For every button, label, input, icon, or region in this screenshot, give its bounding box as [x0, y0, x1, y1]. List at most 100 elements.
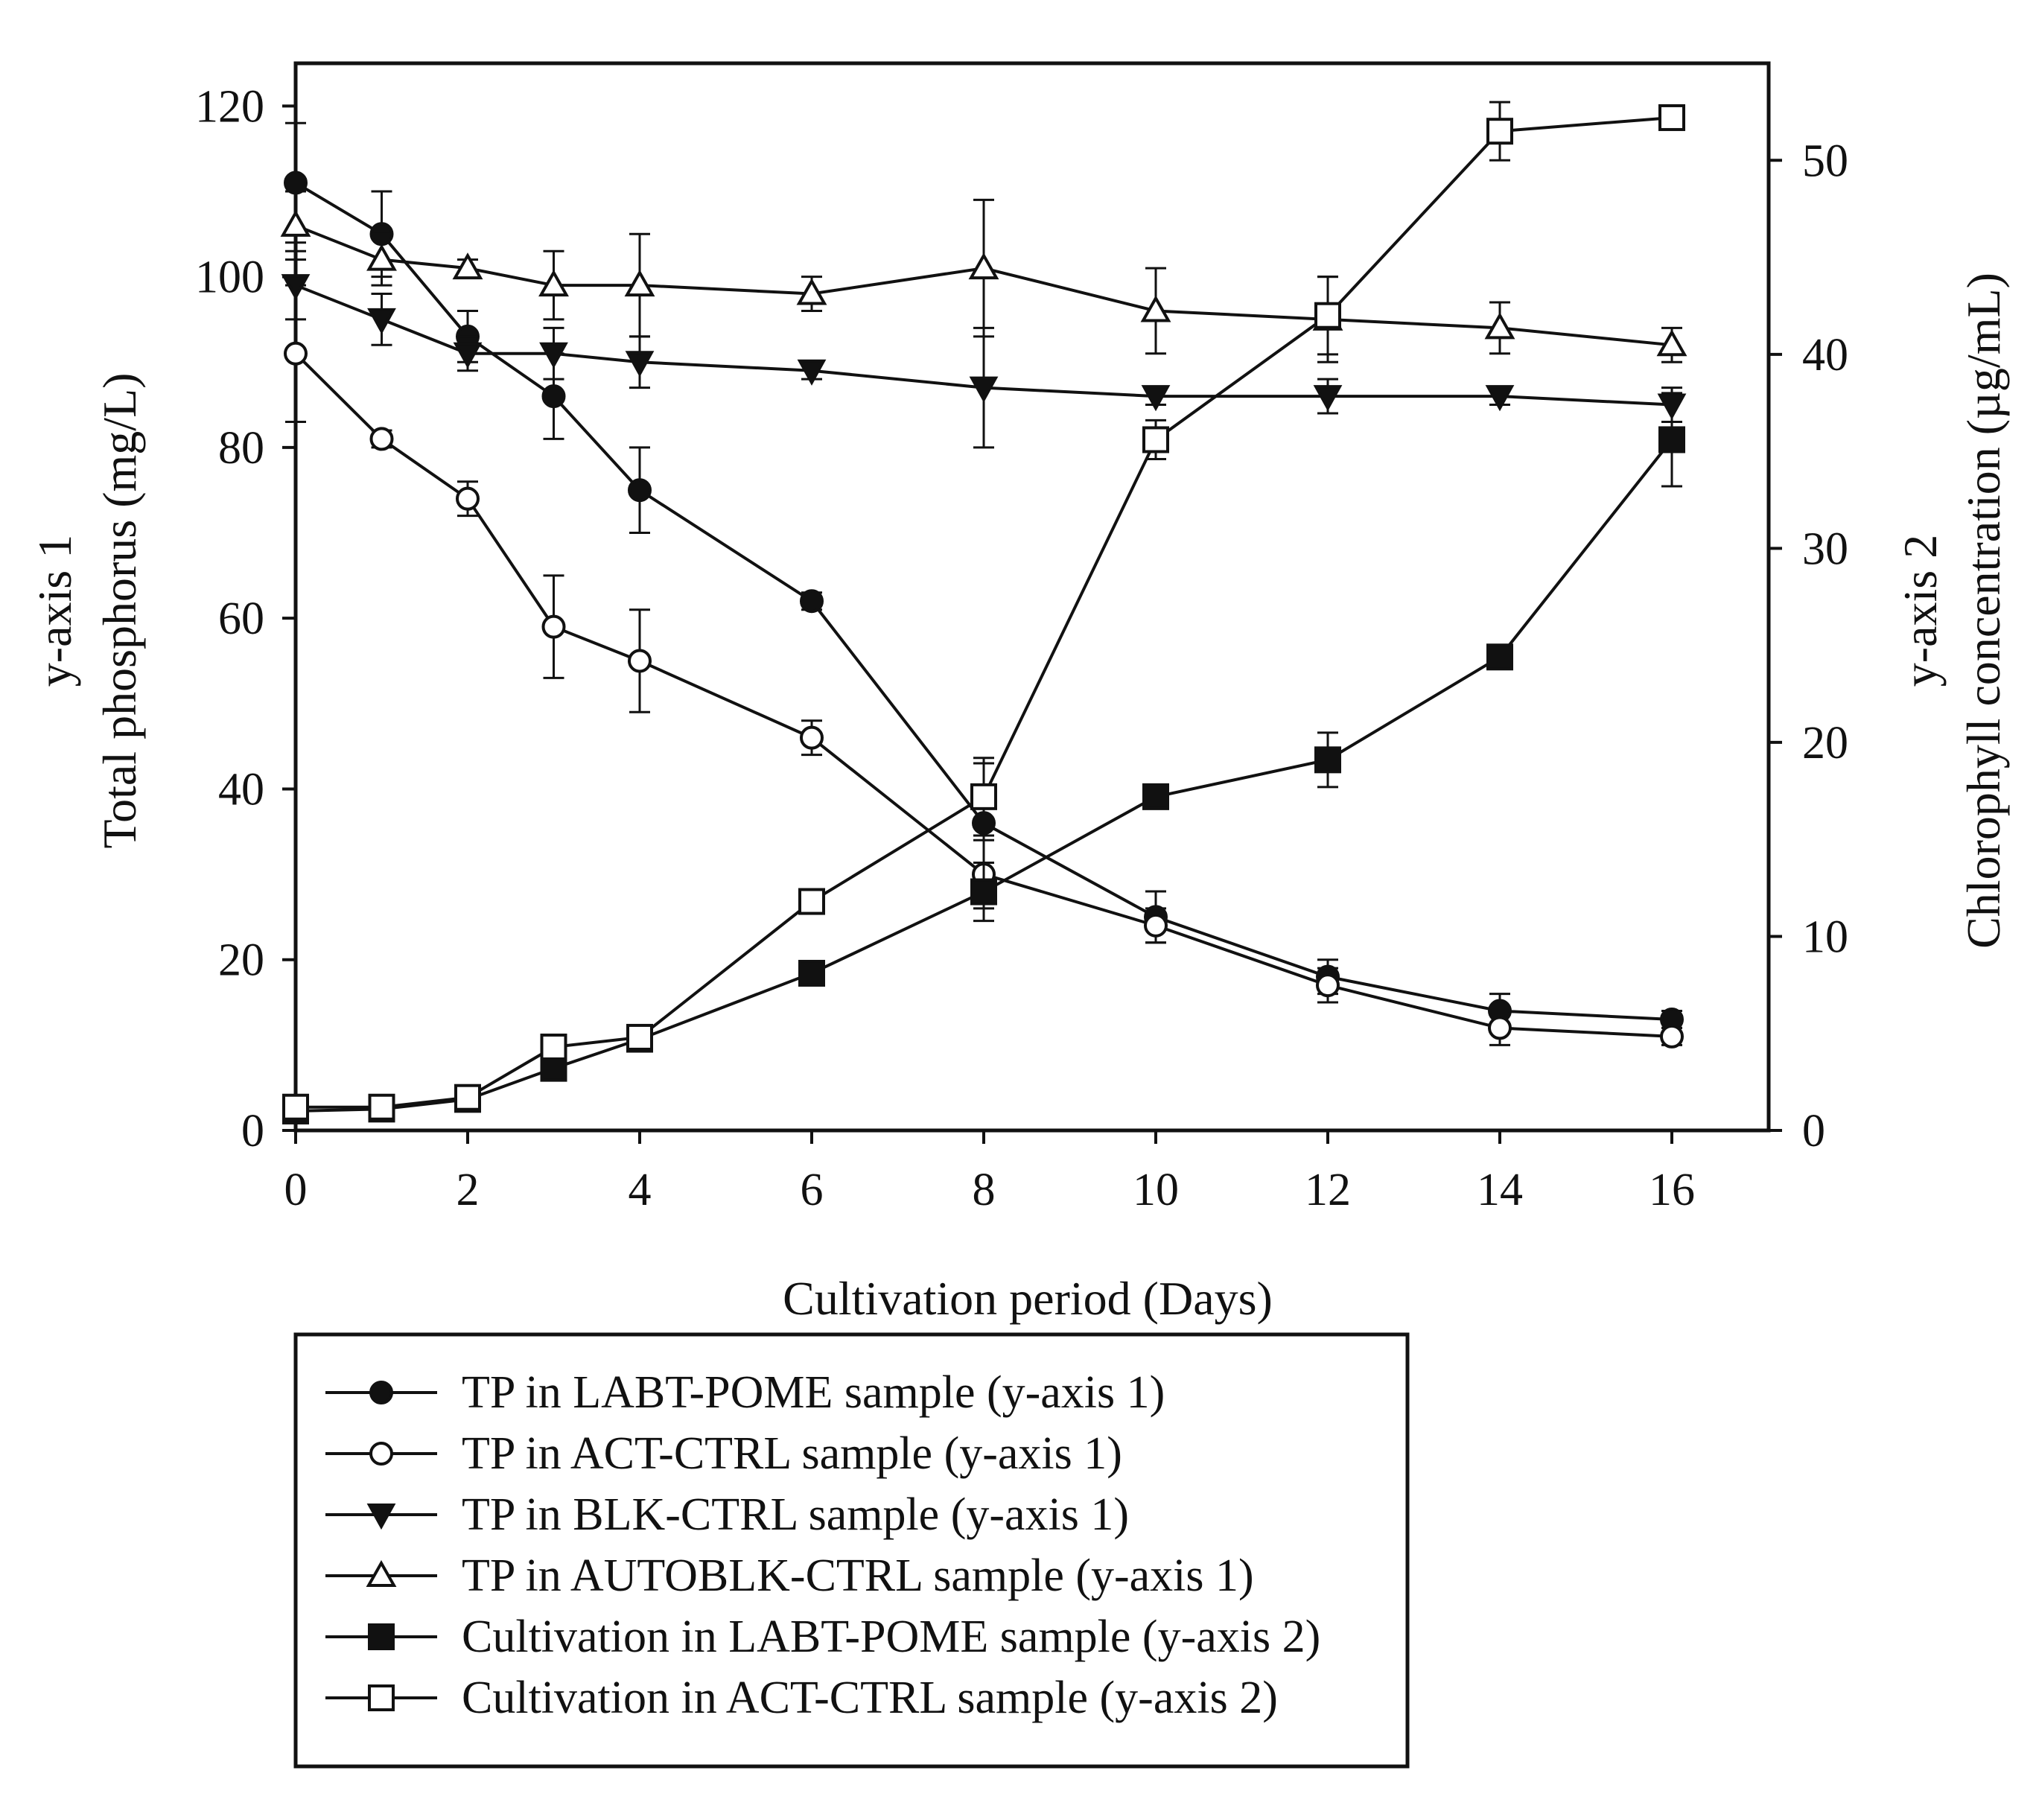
- data-point: [539, 342, 568, 369]
- data-point: [369, 1442, 393, 1466]
- data-point: [1656, 329, 1687, 357]
- data-point: [284, 171, 308, 195]
- y1-tick-label: 60: [218, 594, 264, 644]
- legend-label: TP in ACT-CTRL sample (y-axis 1): [462, 1428, 1122, 1479]
- data-point: [454, 1084, 481, 1111]
- series-3: [280, 190, 1687, 363]
- data-point: [368, 1093, 395, 1121]
- legend-label: TP in LABT-POME sample (y-axis 1): [462, 1367, 1165, 1418]
- legend-label: Cultivation in LABT-POME sample (y-axis …: [462, 1611, 1320, 1662]
- data-point: [1314, 746, 1341, 774]
- data-point: [968, 252, 999, 280]
- data-point: [1484, 312, 1515, 340]
- legend-item: TP in LABT-POME sample (y-axis 1): [325, 1367, 1165, 1418]
- data-point: [970, 878, 997, 906]
- data-point: [800, 589, 824, 614]
- y2-tick-label: 0: [1802, 1106, 1825, 1156]
- y2-tick-label: 40: [1802, 330, 1848, 381]
- y2-tick-label: 50: [1802, 136, 1848, 186]
- data-point: [453, 342, 483, 369]
- legend-label: TP in BLK-CTRL sample (y-axis 1): [462, 1489, 1129, 1540]
- data-point: [368, 1684, 395, 1711]
- data-point: [368, 1623, 395, 1650]
- y2-axis-title-line1: y-axis 2: [1894, 535, 1947, 687]
- legend-label: TP in AUTOBLK-CTRL sample (y-axis 1): [462, 1550, 1254, 1601]
- data-point: [1486, 118, 1513, 145]
- x-tick-label: 0: [284, 1165, 308, 1215]
- legend-marker: [369, 1381, 393, 1404]
- legend-label: Cultivation in ACT-CTRL sample (y-axis 2…: [462, 1673, 1278, 1723]
- data-point: [1140, 295, 1171, 322]
- legend-item: TP in AUTOBLK-CTRL sample (y-axis 1): [325, 1550, 1254, 1601]
- y1-tick-label: 0: [241, 1106, 264, 1156]
- y1-axis-title-line1: y-axis 1: [28, 535, 81, 687]
- legend-marker: [366, 1559, 397, 1587]
- legend-marker: [368, 1684, 395, 1711]
- data-point: [1488, 1016, 1512, 1040]
- legend-item: TP in BLK-CTRL sample (y-axis 1): [325, 1489, 1129, 1540]
- data-point: [626, 1023, 653, 1051]
- data-point: [800, 725, 824, 750]
- data-point: [1314, 302, 1341, 329]
- data-point: [798, 888, 825, 915]
- data-point: [1142, 426, 1169, 454]
- data-point: [969, 376, 999, 403]
- data-point: [540, 1033, 567, 1060]
- data-point: [1313, 385, 1343, 412]
- data-point: [798, 959, 825, 987]
- y1-axis-title-line2: Total phosphorus (mg/L): [93, 373, 146, 849]
- x-tick-label: 2: [456, 1165, 480, 1215]
- x-axis-title: Cultivation period (Days): [783, 1272, 1273, 1325]
- data-point: [367, 308, 396, 335]
- data-point: [625, 351, 655, 378]
- legend: TP in LABT-POME sample (y-axis 1) TP in …: [293, 1332, 1410, 1769]
- data-point: [628, 649, 652, 673]
- data-point: [538, 270, 569, 297]
- plot-area-frame: [293, 61, 1771, 1133]
- data-point: [366, 1559, 397, 1587]
- data-point: [1486, 643, 1513, 671]
- data-point: [624, 270, 655, 297]
- x-tick-label: 10: [1133, 1165, 1179, 1215]
- y1-tick-label: 40: [218, 764, 264, 815]
- data-point: [541, 614, 566, 639]
- series-line: [294, 352, 1673, 1038]
- data-point: [282, 1093, 309, 1121]
- legend-marker: [366, 1504, 396, 1530]
- data-point: [369, 1381, 393, 1404]
- legend-item: TP in ACT-CTRL sample (y-axis 1): [325, 1428, 1122, 1479]
- data-point: [369, 427, 394, 451]
- data-point: [366, 1504, 396, 1530]
- y1-tick-label: 80: [218, 423, 264, 474]
- data-point: [1485, 385, 1515, 412]
- data-point: [456, 486, 480, 511]
- data-point: [1141, 385, 1171, 412]
- legend-item: Cultivation in LABT-POME sample (y-axis …: [325, 1611, 1320, 1662]
- legend-item: Cultivation in ACT-CTRL sample (y-axis 2…: [325, 1673, 1278, 1723]
- legend-marker: [368, 1623, 395, 1650]
- data-point: [280, 209, 311, 237]
- y1-tick-label: 100: [195, 252, 264, 303]
- data-point: [366, 244, 397, 271]
- series-5: [282, 101, 1685, 1121]
- y1-tick-label: 120: [195, 81, 264, 132]
- axes: 0 2 4 6 8 10 12 14 16 0 20 40 60 80 100 120 0 10 20 30 40 50: [195, 81, 1848, 1215]
- data-point: [541, 384, 566, 409]
- data-point: [284, 341, 308, 366]
- data-point: [452, 252, 483, 280]
- x-tick-label: 12: [1305, 1165, 1351, 1215]
- data-point: [281, 274, 311, 301]
- data-point: [1142, 783, 1169, 810]
- y2-tick-label: 30: [1802, 524, 1848, 574]
- data-point: [1658, 426, 1685, 454]
- data-point: [1144, 913, 1168, 938]
- data-point: [1316, 973, 1340, 998]
- data-point: [796, 278, 827, 305]
- y1-tick-label: 20: [218, 935, 264, 986]
- data-point: [1658, 104, 1685, 131]
- data-point: [1660, 1024, 1684, 1049]
- x-tick-label: 16: [1649, 1165, 1695, 1215]
- y2-axis-title-line2: Chlorophyll concentration (µg/mL): [1957, 273, 2010, 949]
- series-layer: [280, 101, 1687, 1124]
